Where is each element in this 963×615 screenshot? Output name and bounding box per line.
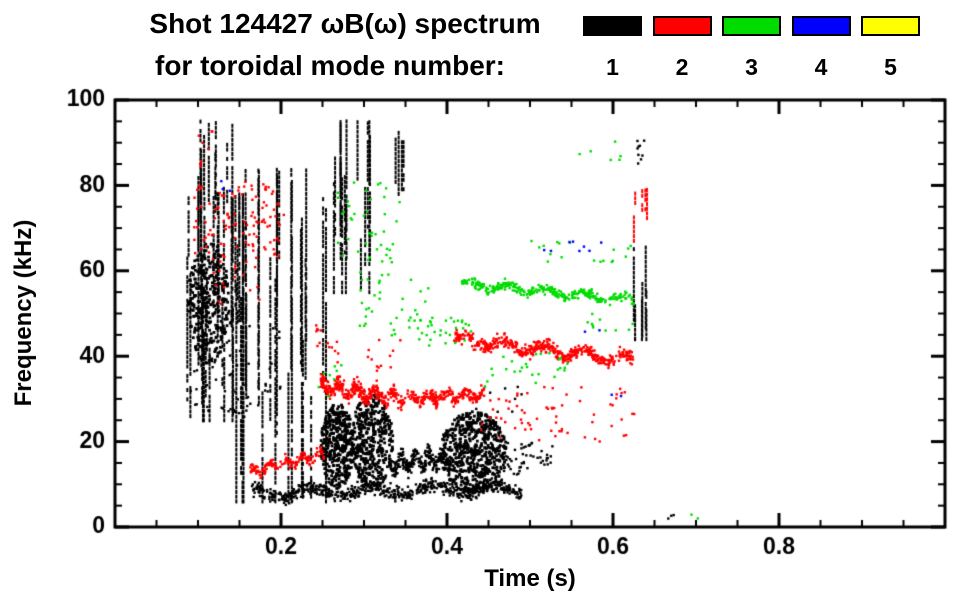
legend-swatch-5 <box>861 16 920 36</box>
figure-title: Shot 124427 ωB(ω) spectrum <box>149 8 541 39</box>
figure-subtitle: for toroidal mode number: <box>155 50 505 81</box>
x-axis-label: Time (s) <box>484 565 576 592</box>
legend-label-2: 2 <box>675 54 689 80</box>
legend-swatch-2 <box>652 16 712 36</box>
legend-label-5: 5 <box>884 54 897 80</box>
legend-swatch-3 <box>722 16 781 36</box>
legend-swatch-4 <box>791 16 851 36</box>
legend-label-3: 3 <box>745 54 758 80</box>
legend-label-4: 4 <box>814 54 828 80</box>
y-axis-label: Frequency (kHz) <box>10 219 37 407</box>
legend-swatch-1 <box>583 16 642 36</box>
legend-label-1: 1 <box>606 54 619 80</box>
